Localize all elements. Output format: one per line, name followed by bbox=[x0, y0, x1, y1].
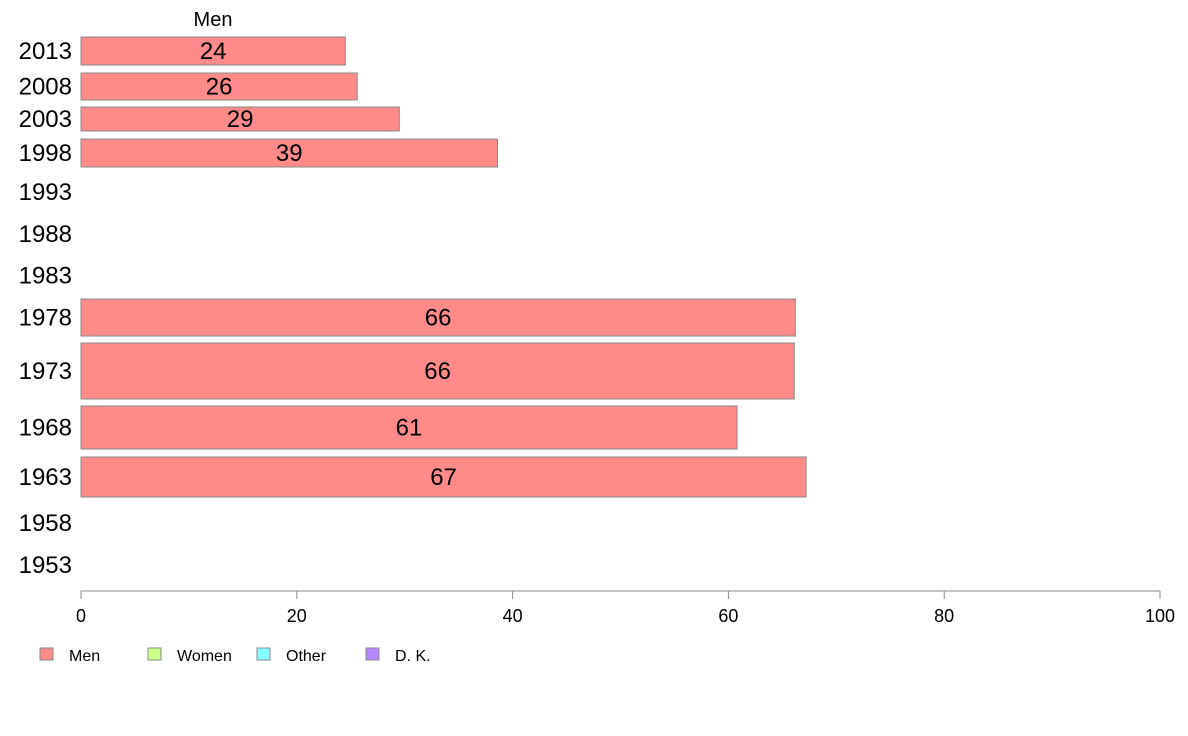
bar bbox=[80, 36, 346, 66]
category-label: 1988 bbox=[19, 221, 72, 248]
data-label: 24 bbox=[200, 38, 227, 65]
bar bbox=[80, 342, 795, 400]
category-label: 1968 bbox=[19, 415, 72, 442]
category-labels: 2013 2008 2003 1998 1993 1988 1983 1978 1973 1968… bbox=[19, 38, 72, 579]
x-tick-label: 0 bbox=[76, 606, 86, 626]
data-label: 66 bbox=[424, 358, 451, 385]
category-label: 2008 bbox=[19, 74, 72, 101]
category-label: 1993 bbox=[19, 179, 72, 206]
category-label: 1973 bbox=[19, 358, 72, 385]
legend-label: Women bbox=[177, 648, 232, 665]
category-label: 1958 bbox=[19, 510, 72, 537]
category-label: 1963 bbox=[19, 464, 72, 491]
x-axis: 0 20 40 60 80 100 bbox=[76, 590, 1175, 626]
bars bbox=[80, 36, 807, 498]
data-label: 26 bbox=[206, 74, 233, 101]
data-label: 39 bbox=[276, 140, 303, 167]
x-tick-label: 20 bbox=[287, 606, 307, 626]
category-label: 1983 bbox=[19, 263, 72, 290]
x-tick-label: 80 bbox=[934, 606, 954, 626]
legend-label: D. K. bbox=[395, 648, 431, 665]
x-tick-label: 100 bbox=[1145, 606, 1175, 626]
bar bbox=[80, 298, 796, 337]
series-heading: Men bbox=[194, 9, 233, 31]
data-label: 61 bbox=[396, 415, 423, 442]
category-label: 2013 bbox=[19, 38, 72, 65]
category-label: 1953 bbox=[19, 552, 72, 579]
data-labels: 24 26 29 39 66 66 61 67 bbox=[200, 38, 457, 491]
x-tick-label: 40 bbox=[503, 606, 523, 626]
legend-swatch bbox=[365, 647, 380, 661]
category-label: 1998 bbox=[19, 140, 72, 167]
legend-swatch bbox=[256, 647, 271, 661]
bar bbox=[80, 456, 807, 498]
bar bbox=[80, 138, 498, 168]
data-label: 29 bbox=[227, 106, 254, 133]
legend-swatch bbox=[39, 647, 54, 661]
data-label: 66 bbox=[425, 305, 452, 332]
legend: Men Women Other D. K. bbox=[39, 647, 431, 665]
bar bbox=[80, 72, 358, 101]
legend-label: Men bbox=[69, 648, 100, 665]
legend-swatch bbox=[147, 647, 162, 661]
x-tick-label: 60 bbox=[718, 606, 738, 626]
bar bbox=[80, 405, 738, 450]
category-label: 1978 bbox=[19, 305, 72, 332]
data-label: 67 bbox=[430, 464, 457, 491]
bar bbox=[80, 106, 400, 132]
legend-label: Other bbox=[286, 648, 327, 665]
category-label: 2003 bbox=[19, 106, 72, 133]
